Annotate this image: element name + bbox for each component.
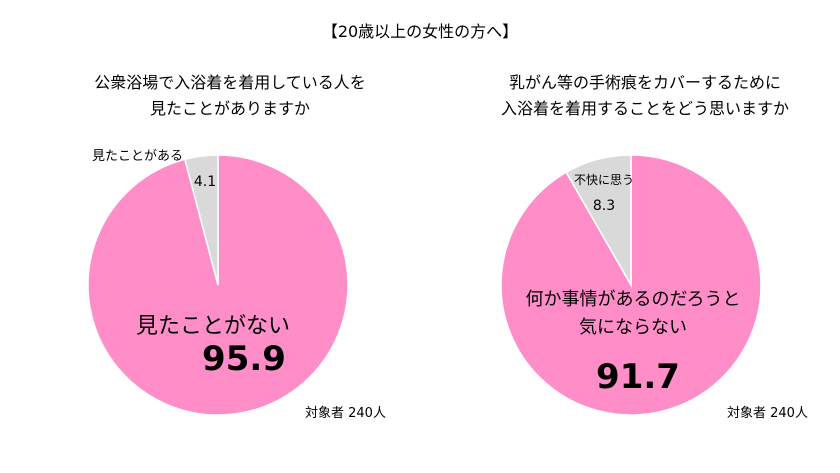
- chart-1-major-value: 95.9: [202, 339, 286, 379]
- chart-2-title-line-1: 乳がん等の手術痕をカバーするために: [508, 73, 781, 92]
- chart-1-slice-2: [183, 154, 219, 286]
- chart-1-title: 公衆浴場で入浴着を着用している人を 見たことがありますか: [60, 70, 400, 122]
- chart-1-title-line-2: 見たことがありますか: [149, 99, 310, 118]
- chart-1-major-label-1: 見たことがない: [136, 314, 290, 339]
- chart-2-title: 乳がん等の手術痕をカバーするために 入浴着を着用することをどう思いますか: [455, 70, 835, 122]
- chart-1-minor-label: 見たことがある: [92, 149, 183, 164]
- chart-2-sample-note: 対象者 240人: [727, 406, 808, 421]
- chart-1-title-line-1: 公衆浴場で入浴着を着用している人を: [94, 73, 366, 92]
- main-title: 【20歳以上の女性の方へ】: [321, 22, 519, 41]
- chart-2-title-line-2: 入浴着を着用することをどう思いますか: [500, 99, 789, 118]
- chart-2-minor-label: 不快に思う: [574, 173, 634, 187]
- chart-2-major-label-1: 何か事情があるのだろうと: [526, 289, 741, 310]
- chart-2-slice-2: [565, 154, 632, 288]
- chart-1-sample-note: 対象者 240人: [305, 406, 386, 421]
- chart-2-minor-value: 8.3: [593, 198, 615, 214]
- chart-1-minor-value: 4.1: [194, 174, 216, 190]
- chart-2-major-label-2: 気にならない: [579, 317, 687, 338]
- chart-2-major-value: 91.7: [596, 357, 680, 397]
